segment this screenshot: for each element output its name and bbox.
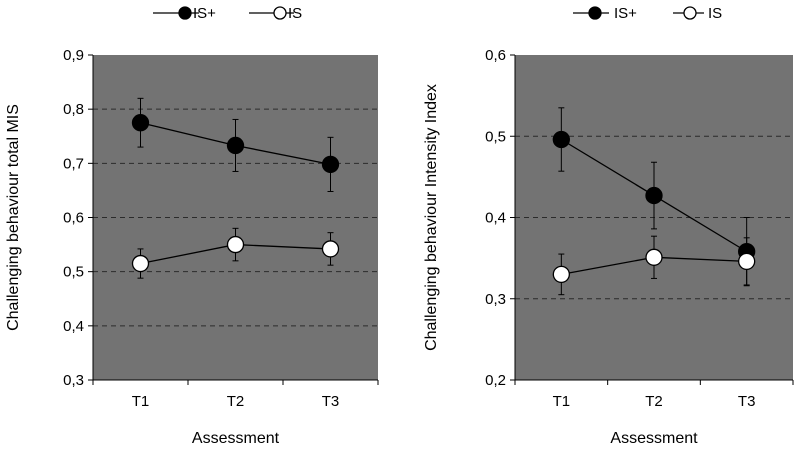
data-point — [645, 248, 663, 266]
x-axis-label: Assessment — [192, 430, 280, 447]
legend-marker — [683, 6, 697, 20]
data-point — [645, 186, 663, 205]
y-tick-label: 0,4 — [485, 210, 506, 227]
y-axis-label: Challenging behaviour Intensity Index — [423, 84, 440, 351]
legend-marker — [588, 6, 602, 20]
legend-marker — [178, 6, 192, 20]
x-axis-label: Assessment — [610, 430, 698, 447]
series-IS+ — [131, 97, 340, 192]
y-tick-label: 0,6 — [485, 47, 506, 64]
data-point — [321, 155, 340, 174]
x-tick-label: T1 — [553, 393, 571, 410]
data-point — [131, 254, 150, 273]
y-tick-label: 0,2 — [485, 372, 506, 389]
legend-marker — [273, 6, 287, 20]
chart-1: 0,3 0,4 0,5 0,6 0,7 0,8 0,9 T1 T2 T3 Assessment Cha… — [5, 5, 379, 447]
series-IS — [552, 235, 756, 296]
data-point — [321, 240, 340, 258]
y-tick-label: 0,7 — [63, 155, 84, 172]
y-tick-label: 0,8 — [63, 101, 84, 118]
plot-area — [93, 55, 378, 380]
data-point — [738, 252, 756, 271]
data-point — [131, 114, 150, 132]
y-tick-label: 0,5 — [63, 264, 84, 281]
data-point — [226, 136, 245, 155]
x-tick-label: T1 — [132, 393, 150, 410]
legend-label: IS+ — [193, 5, 216, 22]
x-tick-label: T3 — [322, 393, 340, 410]
y-tick-label: 0,4 — [63, 318, 84, 335]
legend-label: IS — [708, 5, 722, 22]
y-tick-label: 0,3 — [485, 291, 506, 308]
y-tick-label: 0,5 — [485, 128, 506, 145]
data-point — [552, 265, 570, 284]
x-tick-label: T2 — [645, 393, 663, 410]
legend-label: IS — [288, 5, 302, 22]
series-IS — [131, 227, 340, 279]
x-tick-label: T2 — [227, 393, 245, 410]
x-tick-label: T3 — [738, 393, 756, 410]
data-point — [552, 130, 570, 149]
series-IS+ — [552, 107, 756, 287]
y-tick-label: 0,6 — [63, 210, 84, 227]
data-point — [226, 235, 245, 254]
y-tick-label: 0,3 — [63, 372, 84, 389]
legend-label: IS+ — [614, 5, 637, 22]
y-tick-label: 0,9 — [63, 47, 84, 64]
chart-2: 0,2 0,3 0,4 0,5 0,6 T1 T2 T3 Assessment Challengi… — [423, 5, 794, 447]
y-axis-label: Challenging behaviour total MIS — [5, 104, 22, 331]
